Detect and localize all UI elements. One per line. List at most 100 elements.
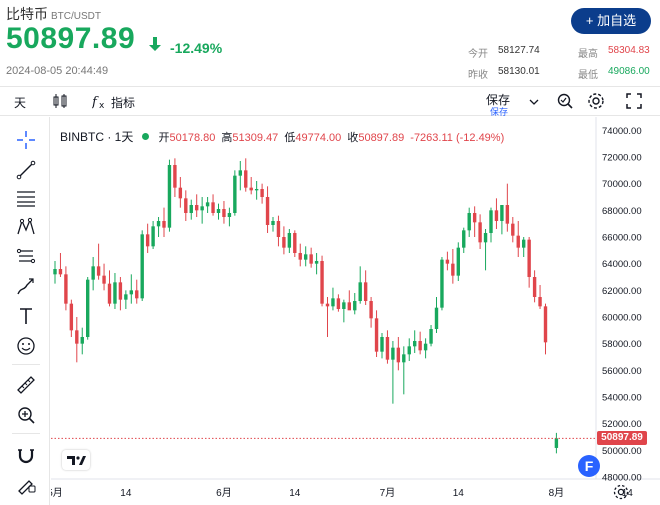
candle-body [244,170,248,188]
gear-icon[interactable] [587,92,605,110]
candle-body [53,269,57,275]
text-icon[interactable] [15,305,37,327]
asset-name: 比特币 [6,6,48,22]
candle-body [483,233,488,243]
drawing-toolbar [0,117,50,505]
tool-separator [12,433,40,434]
fx-icon[interactable]: f x [92,93,108,109]
candle-body [75,330,79,344]
zoom-in-icon[interactable] [15,404,37,426]
candle-body [129,290,133,295]
svg-text:f: f [92,95,99,109]
last-price: 50897.89 [6,22,136,55]
candle-body [363,282,368,301]
candle-body [96,266,101,276]
candle-body [205,202,210,207]
candle-body [118,282,123,300]
lock-pen-icon[interactable] [15,473,37,495]
axis-settings-icon[interactable] [612,483,630,501]
candle-body [331,298,335,307]
candle-body [494,210,499,221]
legend-low: 49774.00 [295,132,342,144]
candle-body [538,297,542,307]
y-tick-label: 58000.00 [602,339,642,350]
candle-body [151,226,155,247]
candle-body [396,347,401,363]
forecast-icon[interactable] [15,245,37,267]
y-tick-label: 72000.00 [602,153,642,164]
candle-body [195,205,199,211]
candle-body [135,290,139,299]
legend-close-label: 收 [347,132,359,144]
candle-body [167,165,172,228]
pair-name: BTC/USDT [51,11,101,22]
candle-body [402,354,406,363]
candle-body [282,237,286,248]
save-button[interactable]: 保存 [486,93,511,107]
zoom-icon[interactable] [556,92,574,110]
y-tick-label: 54000.00 [602,393,642,404]
candle-body [145,234,150,247]
magnet-icon[interactable] [15,444,37,466]
candlestick-chart[interactable]: 74000.00 72000.00 70000.00 68000.00 66000.00… [51,117,660,505]
chevron-down-icon[interactable] [528,96,540,108]
candle-body [325,303,330,307]
candle-body [293,233,297,253]
candle-body [189,205,193,213]
brush-icon[interactable] [15,275,37,297]
candle-body [505,205,510,224]
candle-body [342,302,346,309]
candle-body [178,187,183,199]
trendline-icon[interactable] [15,159,37,181]
emoji-icon[interactable] [15,335,37,357]
candle-body [58,269,63,275]
open-label: 今开 [468,49,488,60]
high-label: 最高 [578,49,598,60]
candle-body [304,254,308,260]
candle-body [347,302,351,311]
candle-body [445,259,450,264]
candle-body [156,221,161,227]
legend-symbol: BINBTC · 1天 [60,130,134,144]
candle-body [91,266,95,280]
candle-body [64,274,68,304]
candle-body [374,318,379,352]
candle-body [391,347,395,360]
legend-open: 50178.80 [169,132,216,144]
candle-body [265,197,270,225]
candle-body [107,283,112,304]
candle-body [385,337,390,360]
fullscreen-icon[interactable] [626,93,642,109]
candle-body [124,294,128,300]
f-badge-icon[interactable]: F [578,455,600,477]
candle-body [260,189,264,197]
tradingview-logo [62,450,90,470]
candle-body [227,213,232,217]
ruler-icon[interactable] [15,374,37,396]
market-status-dot [142,133,150,140]
candle-body [271,221,275,225]
candle-body [80,337,84,344]
pattern-icon[interactable] [15,216,37,238]
y-tick-label: 52000.00 [602,419,642,430]
candle-body [173,165,177,188]
interval-selector[interactable]: 天 [14,96,27,110]
fib-icon[interactable] [15,187,37,209]
crosshair-icon[interactable] [15,129,37,151]
legend-close: 50897.89 [358,132,405,144]
y-tick-label: 56000.00 [602,366,642,377]
candles-icon[interactable] [52,93,68,109]
candle-body [554,438,559,448]
x-tick-label: 7月 [380,487,396,499]
candle-body [200,206,204,211]
candle-body [320,261,324,304]
legend-high-label: 高 [221,132,233,144]
indicators-button[interactable]: 指标 [111,96,136,110]
x-tick-label: 5月 [51,487,63,499]
candle-body [472,213,477,223]
y-tick-label: 62000.00 [602,286,642,297]
add-watchlist-button[interactable]: + 加自选 [571,8,651,34]
y-tick-label: 60000.00 [602,313,642,324]
candle-body [429,329,433,344]
candle-body [336,298,341,309]
